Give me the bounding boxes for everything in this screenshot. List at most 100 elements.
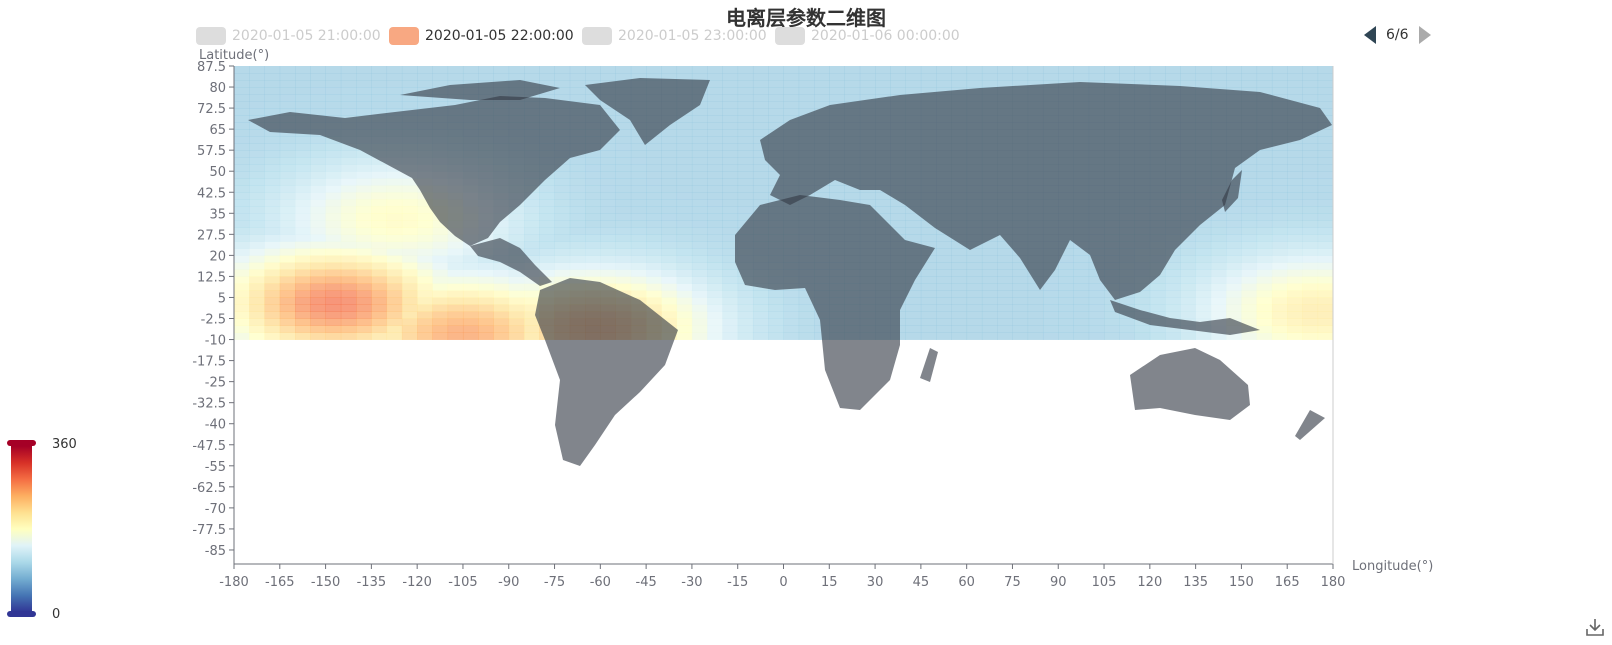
heatmap-cell	[340, 157, 357, 165]
legend-label: 2020-01-05 22:00:00	[425, 28, 574, 44]
heatmap-cell	[691, 325, 708, 333]
heatmap-cell	[295, 192, 311, 200]
heatmap-cell	[798, 304, 815, 312]
heatmap-cell	[295, 297, 311, 305]
heatmap-cell	[264, 178, 281, 186]
legend-item-4[interactable]: 2020-01-06 00:00:00	[775, 26, 960, 46]
heatmap-cell	[1317, 171, 1334, 179]
heatmap-cell	[722, 255, 739, 263]
heatmap-cell	[737, 143, 754, 151]
heatmap-cell	[539, 255, 555, 263]
heatmap-cell	[325, 66, 342, 74]
heatmap-cell	[249, 150, 265, 158]
heatmap-cell	[600, 262, 616, 270]
heatmap-cell	[493, 318, 510, 326]
heatmap-cell	[752, 318, 769, 326]
heatmap-cell	[661, 129, 678, 137]
heatmap-cell	[707, 164, 723, 172]
heatmap-cell	[1134, 318, 1151, 326]
heatmap-cell	[325, 157, 342, 165]
visual-map-handle-min[interactable]	[7, 611, 36, 617]
heatmap-cell	[325, 178, 342, 186]
heatmap-cell	[1027, 332, 1044, 340]
heatmap-cell	[249, 262, 265, 270]
heatmap-cell	[401, 87, 418, 95]
legend-item-2[interactable]: 2020-01-05 22:00:00	[389, 26, 574, 46]
y-tick-label: -70	[205, 502, 226, 517]
heatmap-cell	[1226, 220, 1242, 228]
heatmap-cell	[676, 311, 693, 319]
heatmap-cell	[875, 192, 891, 200]
heatmap-cell	[1287, 192, 1303, 200]
y-tick-label: -2.5	[201, 313, 226, 328]
heatmap-cell	[890, 73, 907, 81]
heatmap-cell	[1317, 269, 1334, 277]
heatmap-cell	[1271, 192, 1288, 200]
heatmap-cell	[249, 122, 265, 130]
heatmap-cell	[264, 87, 281, 95]
heatmap-cell	[569, 178, 586, 186]
heatmap-cell	[585, 248, 601, 256]
heatmap-cell	[798, 311, 815, 319]
heatmap-cell	[768, 101, 784, 109]
heatmap-cell	[936, 318, 952, 326]
heatmap-cell	[386, 171, 403, 179]
heatmap-cell	[493, 290, 510, 298]
heatmap-cell	[569, 220, 586, 228]
heatmap-cell	[264, 248, 281, 256]
heatmap-cell	[966, 276, 983, 284]
heatmap-cell	[539, 269, 555, 277]
heatmap-cell	[615, 199, 632, 207]
heatmap-cell	[1027, 73, 1044, 81]
heatmap-cell	[1256, 241, 1273, 249]
heatmap-cell	[997, 241, 1013, 249]
heatmap-cell	[661, 283, 678, 291]
legend-item-1[interactable]: 2020-01-05 21:00:00	[196, 26, 381, 46]
heatmap-cell	[1302, 143, 1319, 151]
heatmap-cell	[737, 171, 754, 179]
heatmap-cell	[310, 101, 326, 109]
heatmap-cell	[1195, 255, 1212, 263]
heatmap-cell	[569, 157, 586, 165]
heatmap-cell	[905, 297, 922, 305]
heatmap-cell	[661, 262, 678, 270]
heatmap-cell	[630, 178, 647, 186]
heatmap-cell	[615, 241, 632, 249]
legend-item-3[interactable]: 2020-01-05 23:00:00	[582, 26, 767, 46]
heatmap-cell	[401, 101, 418, 109]
heatmap-cell	[264, 332, 281, 340]
heatmap-cell	[417, 255, 433, 263]
heatmap-cell	[844, 94, 861, 102]
y-tick-label: -10	[205, 334, 226, 349]
heatmap-cell	[310, 332, 326, 340]
heatmap-cell	[585, 227, 601, 235]
heatmap-cell	[646, 150, 662, 158]
heatmap-cell	[325, 220, 342, 228]
heatmap-cell	[722, 318, 739, 326]
next-page-icon[interactable]	[1418, 26, 1431, 44]
heatmap-cell	[462, 248, 479, 256]
heatmap-cell	[1317, 304, 1334, 312]
heatmap-cell	[1042, 332, 1059, 340]
heatmap-cell	[234, 185, 250, 193]
heatmap-cell	[691, 297, 708, 305]
heatmap-cell	[1149, 290, 1166, 298]
heatmap-cell	[524, 255, 540, 263]
heatmap-cell	[234, 94, 250, 102]
heatmap-cell	[1149, 66, 1166, 74]
heatmap-cell	[264, 164, 281, 172]
heatmap-cell	[325, 255, 342, 263]
download-icon[interactable]	[1585, 617, 1605, 637]
heatmap-cell	[264, 213, 281, 221]
heatmap-cell	[936, 304, 952, 312]
heatmap-cell	[1073, 297, 1090, 305]
heatmap-cell	[264, 318, 281, 326]
visual-map-handle-max[interactable]	[7, 440, 36, 446]
heatmap-cell	[478, 276, 494, 284]
heatmap-cell	[279, 311, 296, 319]
prev-page-icon[interactable]	[1364, 26, 1376, 44]
heatmap-cell	[997, 276, 1013, 284]
heatmap-cell	[1119, 297, 1135, 305]
heatmap-cell	[890, 87, 907, 95]
heatmap-cell	[936, 269, 952, 277]
